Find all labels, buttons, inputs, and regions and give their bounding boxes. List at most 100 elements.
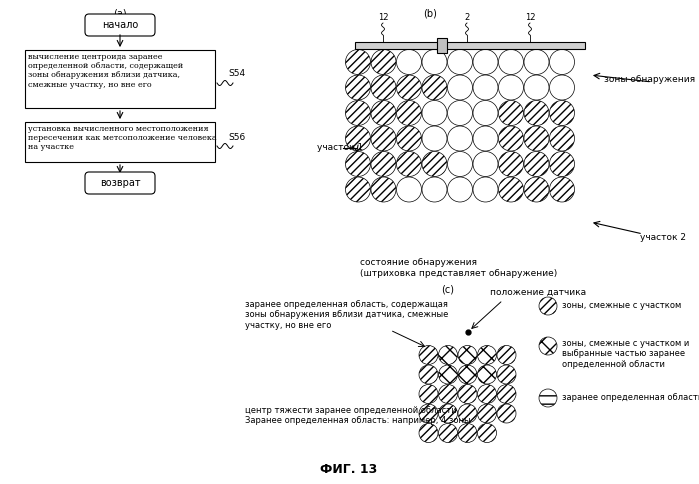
Circle shape <box>447 75 473 100</box>
Circle shape <box>447 49 473 75</box>
Circle shape <box>345 151 370 177</box>
Circle shape <box>477 384 496 404</box>
Circle shape <box>524 126 549 151</box>
Circle shape <box>345 177 370 202</box>
Circle shape <box>477 404 496 423</box>
Circle shape <box>524 177 549 202</box>
Text: участок 2: участок 2 <box>640 233 686 242</box>
Circle shape <box>539 389 557 407</box>
Circle shape <box>549 75 575 100</box>
Circle shape <box>524 75 549 100</box>
Circle shape <box>497 365 516 384</box>
Text: возврат: возврат <box>100 178 140 188</box>
Text: S54: S54 <box>229 70 245 78</box>
Circle shape <box>447 177 473 202</box>
Circle shape <box>498 49 524 75</box>
Circle shape <box>473 75 498 100</box>
Circle shape <box>498 75 524 100</box>
Circle shape <box>422 126 447 151</box>
Text: (b): (b) <box>423 8 437 18</box>
Circle shape <box>549 177 575 202</box>
Circle shape <box>498 177 524 202</box>
Circle shape <box>438 384 458 404</box>
Circle shape <box>419 365 438 384</box>
Circle shape <box>447 101 473 125</box>
Circle shape <box>473 126 498 151</box>
Circle shape <box>422 177 447 202</box>
Circle shape <box>447 126 473 151</box>
Bar <box>438 38 447 53</box>
Circle shape <box>396 49 421 75</box>
Circle shape <box>438 424 458 442</box>
Circle shape <box>419 384 438 404</box>
Text: 2: 2 <box>464 14 470 22</box>
Circle shape <box>371 126 396 151</box>
Circle shape <box>524 151 549 177</box>
Bar <box>25 122 215 162</box>
Circle shape <box>371 49 396 75</box>
Circle shape <box>396 101 421 125</box>
Text: S56: S56 <box>229 133 245 141</box>
FancyBboxPatch shape <box>85 14 155 36</box>
Circle shape <box>549 101 575 125</box>
Circle shape <box>549 126 575 151</box>
Circle shape <box>419 346 438 364</box>
Circle shape <box>345 126 370 151</box>
Text: вычисление центроида заранее
определенной области, содержащей
зоны обнаружения в: вычисление центроида заранее определенно… <box>28 53 183 89</box>
Circle shape <box>497 346 516 364</box>
Circle shape <box>396 177 421 202</box>
Text: заранее определенная область: заранее определенная область <box>562 393 699 403</box>
FancyBboxPatch shape <box>85 172 155 194</box>
Circle shape <box>458 424 477 442</box>
Circle shape <box>524 49 549 75</box>
Circle shape <box>458 346 477 364</box>
Circle shape <box>477 365 496 384</box>
Circle shape <box>371 101 396 125</box>
Circle shape <box>539 297 557 315</box>
Text: (c): (c) <box>442 285 454 295</box>
Text: зоны, смежные с участком: зоны, смежные с участком <box>562 302 682 311</box>
Bar <box>25 50 215 108</box>
Text: заранее определенная область, содержащая
зоны обнаружения вблизи датчика, смежны: заранее определенная область, содержащая… <box>245 300 448 330</box>
Circle shape <box>524 101 549 125</box>
Circle shape <box>396 151 421 177</box>
Text: (a): (a) <box>113 8 127 18</box>
Circle shape <box>458 404 477 423</box>
Circle shape <box>371 151 396 177</box>
Circle shape <box>477 346 496 364</box>
Circle shape <box>539 337 557 355</box>
Circle shape <box>345 49 370 75</box>
Circle shape <box>422 75 447 100</box>
Circle shape <box>473 101 498 125</box>
Circle shape <box>458 365 477 384</box>
Text: зоны, смежные с участком и
выбранные частью заранее
определенной области: зоны, смежные с участком и выбранные час… <box>562 339 689 369</box>
Circle shape <box>419 404 438 423</box>
Text: установка вычисленного местоположения
пересечения как метсоположение человека
на: установка вычисленного местоположения пе… <box>28 125 217 151</box>
Text: ФИГ. 13: ФИГ. 13 <box>320 463 377 476</box>
Circle shape <box>549 49 575 75</box>
Circle shape <box>497 384 516 404</box>
Text: (штриховка представляет обнаружение): (штриховка представляет обнаружение) <box>360 269 557 278</box>
Text: положение датчика: положение датчика <box>490 288 586 297</box>
Circle shape <box>438 346 458 364</box>
Circle shape <box>477 424 496 442</box>
Circle shape <box>345 75 370 100</box>
Circle shape <box>447 151 473 177</box>
Circle shape <box>419 424 438 442</box>
Circle shape <box>422 151 447 177</box>
Circle shape <box>371 75 396 100</box>
Text: центр тяжести заранее определенной области
Заранее определенная область: наприме: центр тяжести заранее определенной облас… <box>245 406 470 425</box>
Circle shape <box>438 365 458 384</box>
Circle shape <box>473 49 498 75</box>
Text: 12: 12 <box>525 14 535 22</box>
Text: 12: 12 <box>377 14 388 22</box>
Circle shape <box>422 101 447 125</box>
Bar <box>355 42 585 49</box>
Circle shape <box>473 151 498 177</box>
Text: состояние обнаружения: состояние обнаружения <box>360 258 477 267</box>
Circle shape <box>396 75 421 100</box>
Circle shape <box>371 177 396 202</box>
Circle shape <box>498 126 524 151</box>
Text: начало: начало <box>102 20 138 30</box>
Circle shape <box>396 126 421 151</box>
